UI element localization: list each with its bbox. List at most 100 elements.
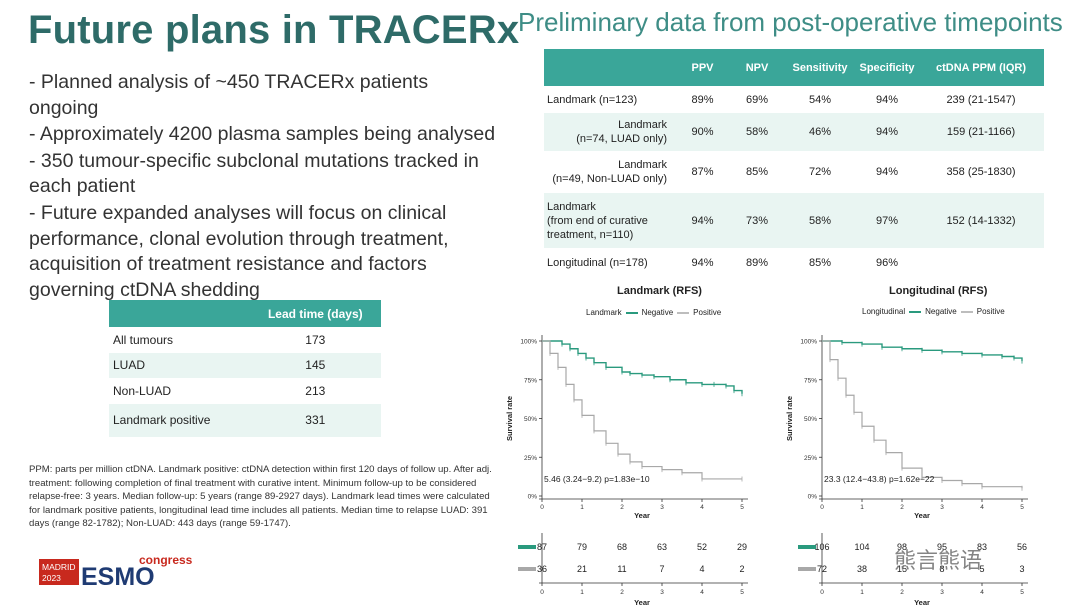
risk-count: 72: [817, 564, 827, 574]
chart-legend: Landmark Negative Positive: [586, 308, 721, 317]
table-header-cell: Specificity: [856, 49, 918, 86]
table-row: Landmark (n=49, Non-LUAD only) 87% 85% 72…: [544, 151, 1044, 193]
x-tick-label: 5: [740, 504, 744, 511]
legend-swatch-negative: [909, 310, 922, 313]
risk-x-tick-label: 1: [860, 589, 864, 596]
table-cell: 90%: [675, 113, 730, 151]
table-row: Longitudinal (n=178) 94% 89% 85% 96%: [544, 248, 1044, 278]
risk-count: 95: [937, 542, 947, 552]
table-cell-label: All tumours: [113, 332, 174, 347]
logo-congress: congress: [139, 553, 193, 567]
risk-x-tick-label: 0: [820, 589, 824, 596]
x-tick-label: 4: [980, 504, 984, 511]
label-line: (n=74, LUAD only): [576, 133, 667, 145]
table-row: All tumours 173: [109, 327, 381, 353]
table-cell: 94%: [675, 193, 730, 248]
table-cell: 89%: [691, 93, 714, 106]
bullet-item: - Approximately 4200 plasma samples bein…: [29, 123, 496, 146]
km-curve-positive: [542, 340, 742, 480]
table-header-row: PPV NPV Sensitivity Specificity ctDNA PP…: [544, 49, 1044, 86]
y-tick-label: 25%: [524, 455, 537, 462]
label-line: (from end of curative: [547, 214, 648, 227]
x-tick-label: 3: [660, 504, 664, 511]
table-cell: 94%: [875, 93, 899, 106]
table-cell: 94%: [691, 257, 714, 269]
risk-count: 79: [577, 542, 587, 552]
table-row: Landmark (n=74, LUAD only) 90% 58% 46% 94…: [544, 113, 1044, 151]
bullet-item: - Planned analysis of ~450 TRACERx patie…: [29, 71, 429, 119]
table-cell: 72%: [808, 166, 832, 178]
chart-title: Longitudinal (RFS): [889, 285, 988, 297]
bullet-item: - 350 tumour-specific subclonal mutation…: [29, 149, 479, 198]
x-tick-label: 0: [820, 504, 824, 511]
y-tick-label: 75%: [804, 377, 817, 384]
table-cell: 73%: [730, 193, 784, 248]
risk-count: 98: [897, 542, 907, 552]
risk-count: 11: [617, 564, 626, 574]
table-header-cell: NPV: [730, 49, 784, 86]
risk-count: 8: [939, 564, 944, 574]
x-tick-label: 2: [620, 504, 624, 511]
table-cell: 94%: [856, 113, 918, 151]
risk-count: 68: [617, 542, 627, 552]
km-curve-negative: [542, 340, 743, 394]
y-tick-label: 0%: [528, 494, 538, 501]
risk-count: 52: [697, 542, 707, 552]
legend-title: Longitudinal: [862, 307, 906, 316]
table-cell: 87%: [691, 166, 714, 178]
table-row: Landmark (from end of curative treatment, …: [544, 193, 1044, 248]
x-axis-label: Year: [914, 511, 930, 520]
risk-count: 106: [814, 542, 829, 552]
legend-label: Positive: [693, 308, 722, 317]
esmo-congress-logo: MADRID 2023 ESMO congress: [39, 553, 193, 587]
risk-row-swatch-negative: [798, 545, 816, 549]
x-tick-label: 1: [860, 504, 864, 511]
km-chart-landmark: Landmark (RFS) Landmark Negative Positiv…: [500, 283, 770, 608]
risk-count: 15: [897, 564, 907, 574]
logo-city-box: [39, 559, 79, 585]
km-chart-longitudinal: Longitudinal (RFS) Longitudinal Negative…: [780, 283, 1050, 608]
lead-time-table: Lead time (days) All tumours 173 LUAD 14…: [109, 300, 381, 437]
watermark: 熊言熊语: [894, 548, 983, 573]
x-tick-label: 2: [900, 504, 904, 511]
table-header-row: Lead time (days): [109, 300, 381, 327]
table-header-cell: Lead time (days): [249, 300, 381, 327]
table-cell: 358 (25-1830): [946, 166, 1016, 178]
risk-x-tick-label: 0: [540, 589, 544, 596]
risk-count: 104: [854, 542, 869, 552]
y-tick-label: 75%: [524, 377, 537, 384]
legend-swatch-positive: [677, 311, 690, 314]
x-tick-label: 5: [1020, 504, 1024, 511]
km-plot: 0% 25% 50% 75% 100% 0 1 2 3 4 5 Survival rate Year 5.…: [505, 335, 748, 607]
risk-count: 36: [537, 564, 547, 574]
x-tick-label: 3: [940, 504, 944, 511]
table-row: Non-LUAD 213: [109, 378, 381, 404]
km-curve-positive: [822, 340, 1023, 489]
label-line: (n=49, Non-LUAD only): [552, 173, 667, 185]
risk-x-tick-label: 2: [620, 589, 624, 596]
risk-x-axis-label: Year: [914, 598, 930, 607]
x-axis-label: Year: [634, 511, 650, 520]
table-cell-label: Longitudinal (n=178): [544, 248, 675, 278]
section-title: Preliminary data from post-operative tim…: [518, 7, 1063, 37]
label-line: treatment, n=110): [547, 228, 634, 241]
bullet-item: - Future expanded analyses will focus on…: [29, 201, 449, 301]
risk-x-tick-label: 3: [940, 589, 944, 596]
table-cell-label: Landmark (n=74, LUAD only): [544, 113, 675, 151]
table-cell: 97%: [856, 193, 918, 248]
legend-label: Positive: [976, 307, 1005, 316]
risk-x-tick-label: 4: [700, 589, 704, 596]
legend-label: Negative: [925, 307, 957, 316]
table-cell-label: LUAD: [109, 352, 250, 378]
y-tick-label: 100%: [800, 339, 817, 346]
table-cell: 152 (14-1332): [918, 193, 1044, 248]
table-cell-value: 145: [249, 352, 381, 378]
legend-swatch-positive: [960, 310, 973, 313]
y-tick-label: 0%: [808, 494, 818, 501]
label-line: Landmark: [618, 119, 667, 131]
risk-count: 4: [699, 564, 704, 574]
table-cell: 85%: [808, 257, 832, 269]
table-header-cell: PPV: [675, 49, 730, 86]
table-cell: 54%: [808, 93, 832, 106]
